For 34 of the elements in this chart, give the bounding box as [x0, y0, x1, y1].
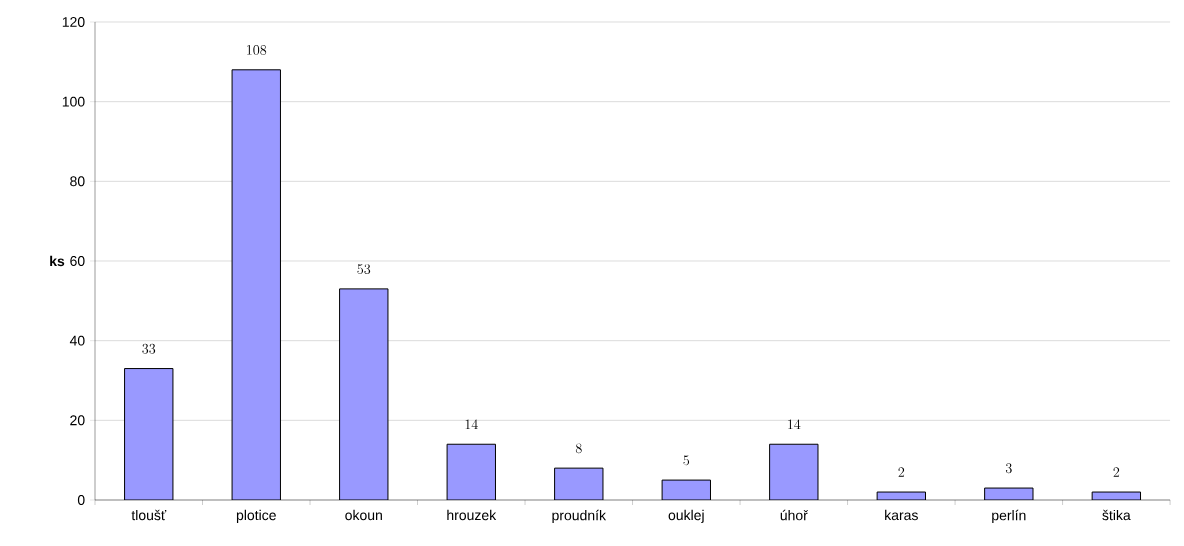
x-tick-label: proudník	[552, 509, 607, 524]
data-label: 2	[1113, 467, 1120, 477]
x-tick-label: plotice	[236, 509, 276, 523]
bar	[124, 368, 174, 500]
y-tick-label: 0	[77, 495, 85, 505]
x-tick-label: úhoř	[780, 509, 809, 521]
x-tick-label: štika	[1102, 509, 1131, 521]
data-label: 14	[465, 419, 478, 430]
data-label: 8	[575, 443, 582, 454]
y-tick-label: 20	[70, 415, 85, 426]
x-tick-label: karas	[885, 509, 918, 521]
y-tick-label: 40	[69, 335, 85, 346]
x-tick-label: ouklej	[668, 509, 704, 523]
bar	[446, 443, 496, 500]
data-label: 2	[898, 467, 905, 477]
y-tick-label: 80	[70, 176, 85, 187]
x-tick-label: tloušť	[131, 509, 167, 521]
bar	[231, 69, 281, 500]
data-label: 5	[683, 455, 690, 466]
x-tick-label: okoun	[345, 509, 382, 521]
x-tick-label: perlín	[992, 509, 1026, 524]
bar	[769, 443, 819, 500]
data-label: 53	[357, 264, 371, 275]
y-tick-label: 120	[62, 17, 85, 27]
data-label: 33	[142, 343, 156, 354]
y-axis-title: ks	[50, 255, 65, 267]
bar	[339, 288, 389, 500]
data-label: 108	[247, 45, 267, 55]
bar	[554, 467, 604, 500]
data-label: 3	[1005, 463, 1012, 474]
y-tick-label: 100	[62, 96, 85, 107]
y-tick-label: 60	[70, 256, 85, 266]
data-label: 14	[788, 419, 801, 430]
x-tick-label: hrouzek	[447, 509, 497, 521]
